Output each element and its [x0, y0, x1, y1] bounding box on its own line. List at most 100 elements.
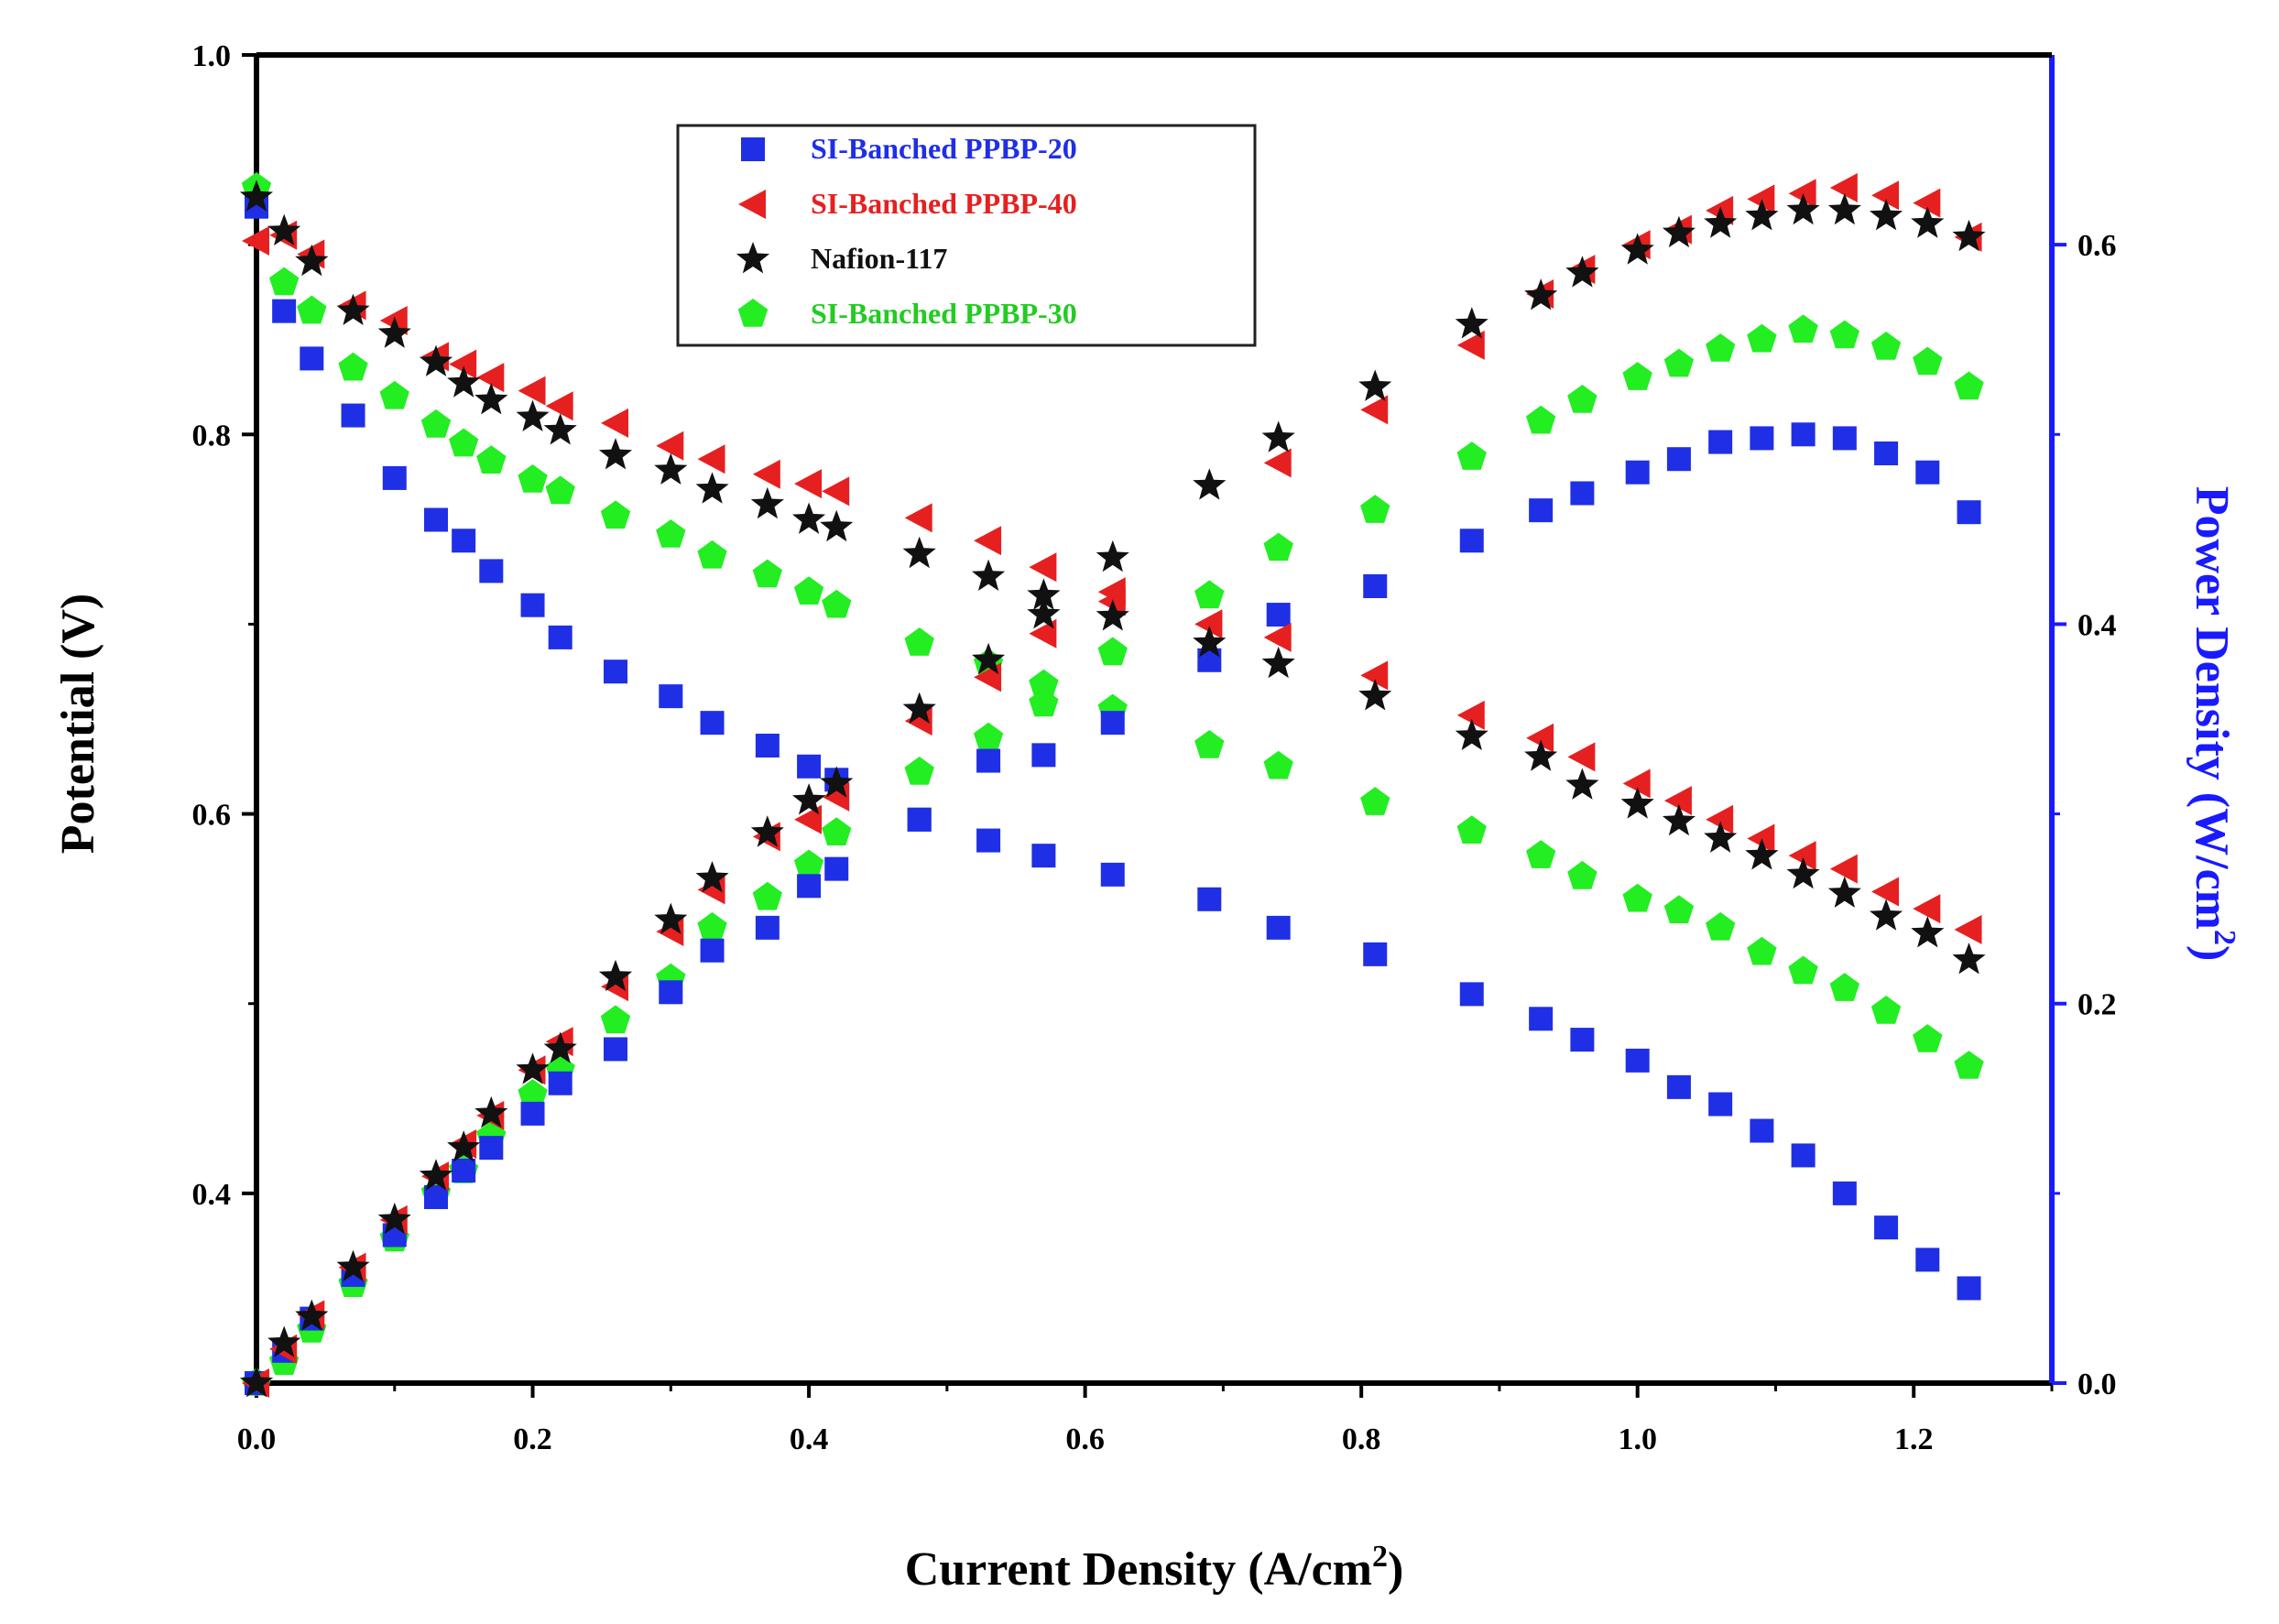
point-nafion-117-potential — [1565, 768, 1599, 800]
point-si-banched-ppbp-40-power — [1747, 184, 1775, 214]
point-nafion-117-power — [516, 1052, 550, 1084]
point-si-banched-ppbp-30-power — [1913, 346, 1943, 376]
point-si-banched-ppbp-20-potential — [976, 828, 1001, 853]
point-si-banched-ppbp-30-potential — [1622, 883, 1652, 912]
legend-box — [676, 124, 1257, 347]
point-si-banched-ppbp-30-potential — [656, 519, 686, 548]
point-nafion-117-power — [336, 1249, 370, 1281]
point-si-banched-ppbp-40-potential — [1954, 914, 1982, 944]
y-right-tick-label: 0.2 — [2077, 988, 2117, 1022]
y-left-axis-title: Potential (V) — [52, 594, 104, 854]
point-si-banched-ppbp-20-power — [1832, 426, 1857, 451]
legend-label-ppbp20: SI-Banched PPBP-20 — [811, 132, 1077, 165]
point-si-banched-ppbp-40-power — [1097, 586, 1126, 616]
y-left-tick-label: 1.0 — [192, 39, 232, 73]
point-nafion-117-potential — [902, 536, 936, 569]
point-si-banched-ppbp-20-potential — [797, 754, 822, 779]
point-si-banched-ppbp-40-power — [1456, 330, 1485, 360]
point-si-banched-ppbp-30-potential — [1263, 750, 1293, 779]
point-nafion-117-potential — [516, 399, 550, 431]
point-si-banched-ppbp-20-power — [1266, 603, 1291, 627]
point-si-banched-ppbp-30-potential — [1456, 815, 1487, 844]
y-right-axis-title-close: ) — [2186, 945, 2238, 961]
point-si-banched-ppbp-30-power — [1360, 495, 1390, 523]
point-si-banched-ppbp-40-potential — [656, 431, 684, 461]
point-nafion-117-power — [750, 815, 784, 847]
point-nafion-117-potential — [267, 213, 301, 245]
point-si-banched-ppbp-20-potential — [1874, 1215, 1899, 1240]
point-si-banched-ppbp-20-power — [824, 856, 849, 881]
point-si-banched-ppbp-40-power — [1871, 180, 1900, 211]
point-si-banched-ppbp-20-power — [907, 807, 932, 832]
point-si-banched-ppbp-40-potential — [1788, 841, 1816, 871]
point-si-banched-ppbp-30-power — [793, 849, 824, 878]
point-si-banched-ppbp-40-potential — [545, 391, 573, 421]
point-nafion-117-power — [1827, 192, 1861, 225]
point-si-banched-ppbp-20-power — [755, 915, 780, 940]
point-si-banched-ppbp-30-power — [1194, 580, 1225, 609]
point-si-banched-ppbp-30-power — [1622, 362, 1652, 390]
point-si-banched-ppbp-30-potential — [1954, 1051, 1984, 1079]
point-si-banched-ppbp-20-power — [1874, 441, 1899, 465]
point-nafion-117-potential — [750, 486, 784, 519]
point-si-banched-ppbp-40-potential — [242, 226, 269, 256]
point-si-banched-ppbp-30-power — [822, 817, 852, 845]
point-si-banched-ppbp-20-potential — [1100, 862, 1125, 887]
point-si-banched-ppbp-20-potential — [382, 465, 407, 490]
x-tick-label: 0.2 — [513, 1422, 552, 1456]
legend-marker-pentagon — [737, 299, 769, 327]
point-si-banched-ppbp-20-power — [1666, 447, 1691, 472]
point-si-banched-ppbp-40-potential — [1663, 786, 1692, 816]
point-si-banched-ppbp-30-power — [973, 722, 1004, 751]
point-nafion-117-power — [1786, 192, 1820, 225]
point-si-banched-ppbp-40-potential — [1622, 768, 1651, 799]
y-left-tick-label: 0.8 — [192, 419, 232, 452]
point-si-banched-ppbp-40-potential — [518, 376, 546, 406]
point-si-banched-ppbp-20-potential — [1750, 1118, 1774, 1143]
point-si-banched-ppbp-30-potential — [822, 589, 852, 618]
point-si-banched-ppbp-30-power — [1029, 688, 1059, 717]
point-si-banched-ppbp-20-potential — [341, 403, 365, 428]
point-si-banched-ppbp-30-potential — [752, 559, 782, 588]
point-si-banched-ppbp-40-power — [1788, 179, 1816, 209]
point-si-banched-ppbp-20-power — [659, 980, 683, 1005]
point-si-banched-ppbp-30-potential — [1194, 730, 1225, 758]
point-si-banched-ppbp-20-potential — [272, 299, 297, 323]
point-si-banched-ppbp-20-potential — [1832, 1181, 1857, 1205]
point-nafion-117-potential — [695, 472, 729, 504]
point-nafion-117-potential — [1952, 943, 1986, 975]
point-si-banched-ppbp-20-power — [1529, 498, 1554, 523]
point-si-banched-ppbp-20-potential — [700, 711, 725, 736]
point-si-banched-ppbp-30-potential — [420, 409, 452, 438]
point-si-banched-ppbp-20-potential — [300, 346, 324, 371]
point-nafion-117-potential — [1786, 856, 1820, 889]
point-si-banched-ppbp-30-power — [697, 911, 727, 941]
point-si-banched-ppbp-40-potential — [476, 363, 505, 393]
point-nafion-117-power — [1358, 369, 1392, 401]
point-si-banched-ppbp-40-potential — [1706, 804, 1734, 834]
point-si-banched-ppbp-30-potential — [379, 380, 409, 409]
point-si-banched-ppbp-30-power — [1870, 332, 1902, 360]
point-si-banched-ppbp-40-potential — [697, 444, 725, 474]
legend-marker-star — [736, 242, 770, 274]
point-nafion-117-potential — [598, 438, 633, 470]
point-si-banched-ppbp-40-power — [794, 804, 823, 834]
point-nafion-117-potential — [1524, 739, 1558, 771]
point-si-banched-ppbp-20-power — [976, 748, 1001, 773]
point-si-banched-ppbp-30-potential — [476, 445, 507, 474]
point-si-banched-ppbp-30-potential — [793, 576, 824, 605]
point-nafion-117-power — [598, 959, 633, 992]
point-si-banched-ppbp-30-potential — [1747, 936, 1777, 965]
point-nafion-117-potential — [543, 413, 577, 445]
point-si-banched-ppbp-30-potential — [1663, 895, 1695, 923]
point-nafion-117-potential — [447, 365, 481, 398]
y-right-tick-label: 0.4 — [2077, 608, 2117, 642]
point-nafion-117-potential — [239, 180, 274, 212]
legend-label-ppbp40: SI-Banched PPBP-40 — [811, 187, 1077, 220]
point-nafion-117-power — [474, 1095, 508, 1128]
point-nafion-117-potential — [336, 293, 370, 325]
point-nafion-117-power — [1096, 540, 1129, 572]
point-si-banched-ppbp-30-potential — [1360, 787, 1390, 815]
data-points — [239, 172, 1986, 1398]
